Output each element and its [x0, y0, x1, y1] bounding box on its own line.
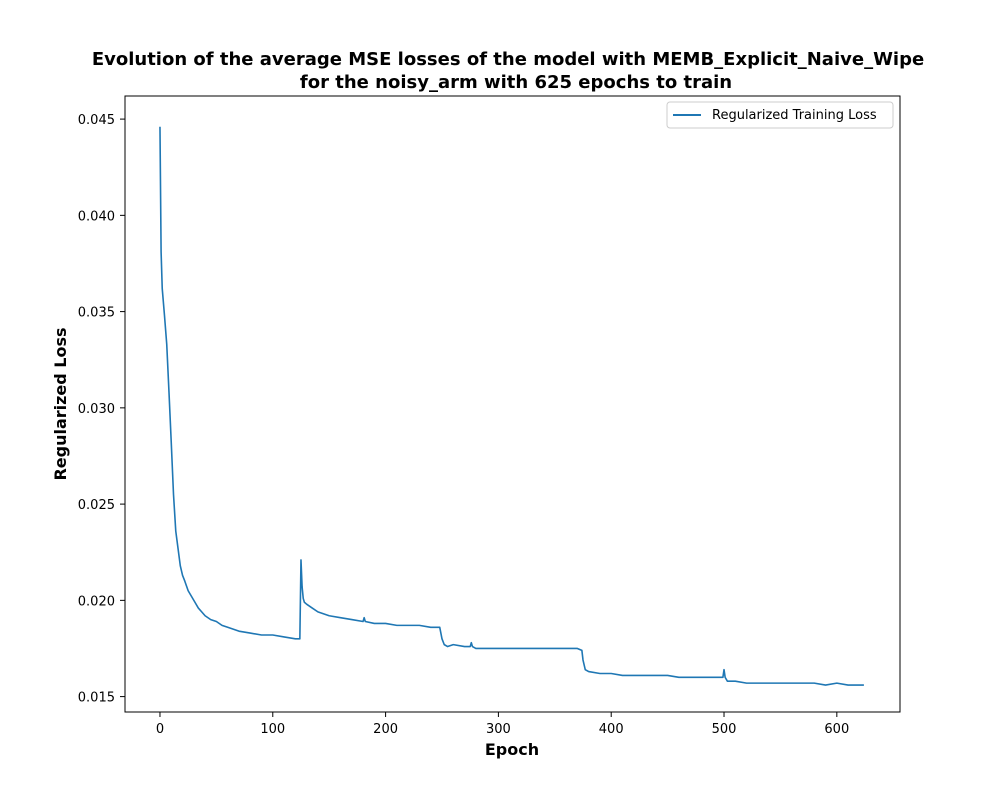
legend: Regularized Training Loss — [666, 101, 894, 129]
legend-box — [666, 101, 894, 129]
y-tick-label: 0.040 — [78, 209, 115, 224]
y-axis: 0.015 0.020 0.025 0.030 0.035 0.040 0.045 — [78, 113, 125, 706]
y-tick-label: 0.030 — [78, 402, 115, 417]
y-axis-label: Regularized Loss — [51, 327, 70, 480]
x-tick-label: 0 — [156, 722, 164, 737]
series-line-regularized-training-loss — [159, 126, 864, 686]
x-tick-label: 100 — [260, 722, 285, 737]
x-tick-label: 500 — [712, 722, 737, 737]
x-axis-label: Epoch — [485, 740, 539, 759]
x-tick-label: 600 — [824, 722, 849, 737]
y-tick-label: 0.015 — [78, 691, 115, 706]
x-tick-label: 200 — [373, 722, 398, 737]
plot-area — [159, 126, 864, 686]
y-tick-label: 0.020 — [78, 594, 115, 609]
y-tick-label: 0.035 — [78, 306, 115, 321]
chart-subtitle: for the noisy_arm with 625 epochs to tra… — [300, 72, 732, 93]
plot-frame — [124, 95, 901, 713]
x-tick-label: 300 — [486, 722, 511, 737]
legend-label-regularized-training-loss: Regularized Training Loss — [712, 108, 877, 123]
y-tick-label: 0.045 — [78, 113, 115, 128]
x-tick-label: 400 — [599, 722, 624, 737]
y-tick-label: 0.025 — [78, 498, 115, 513]
x-axis: 0 100 200 300 400 500 600 — [156, 712, 849, 737]
chart-title: Evolution of the average MSE losses of t… — [92, 49, 924, 70]
